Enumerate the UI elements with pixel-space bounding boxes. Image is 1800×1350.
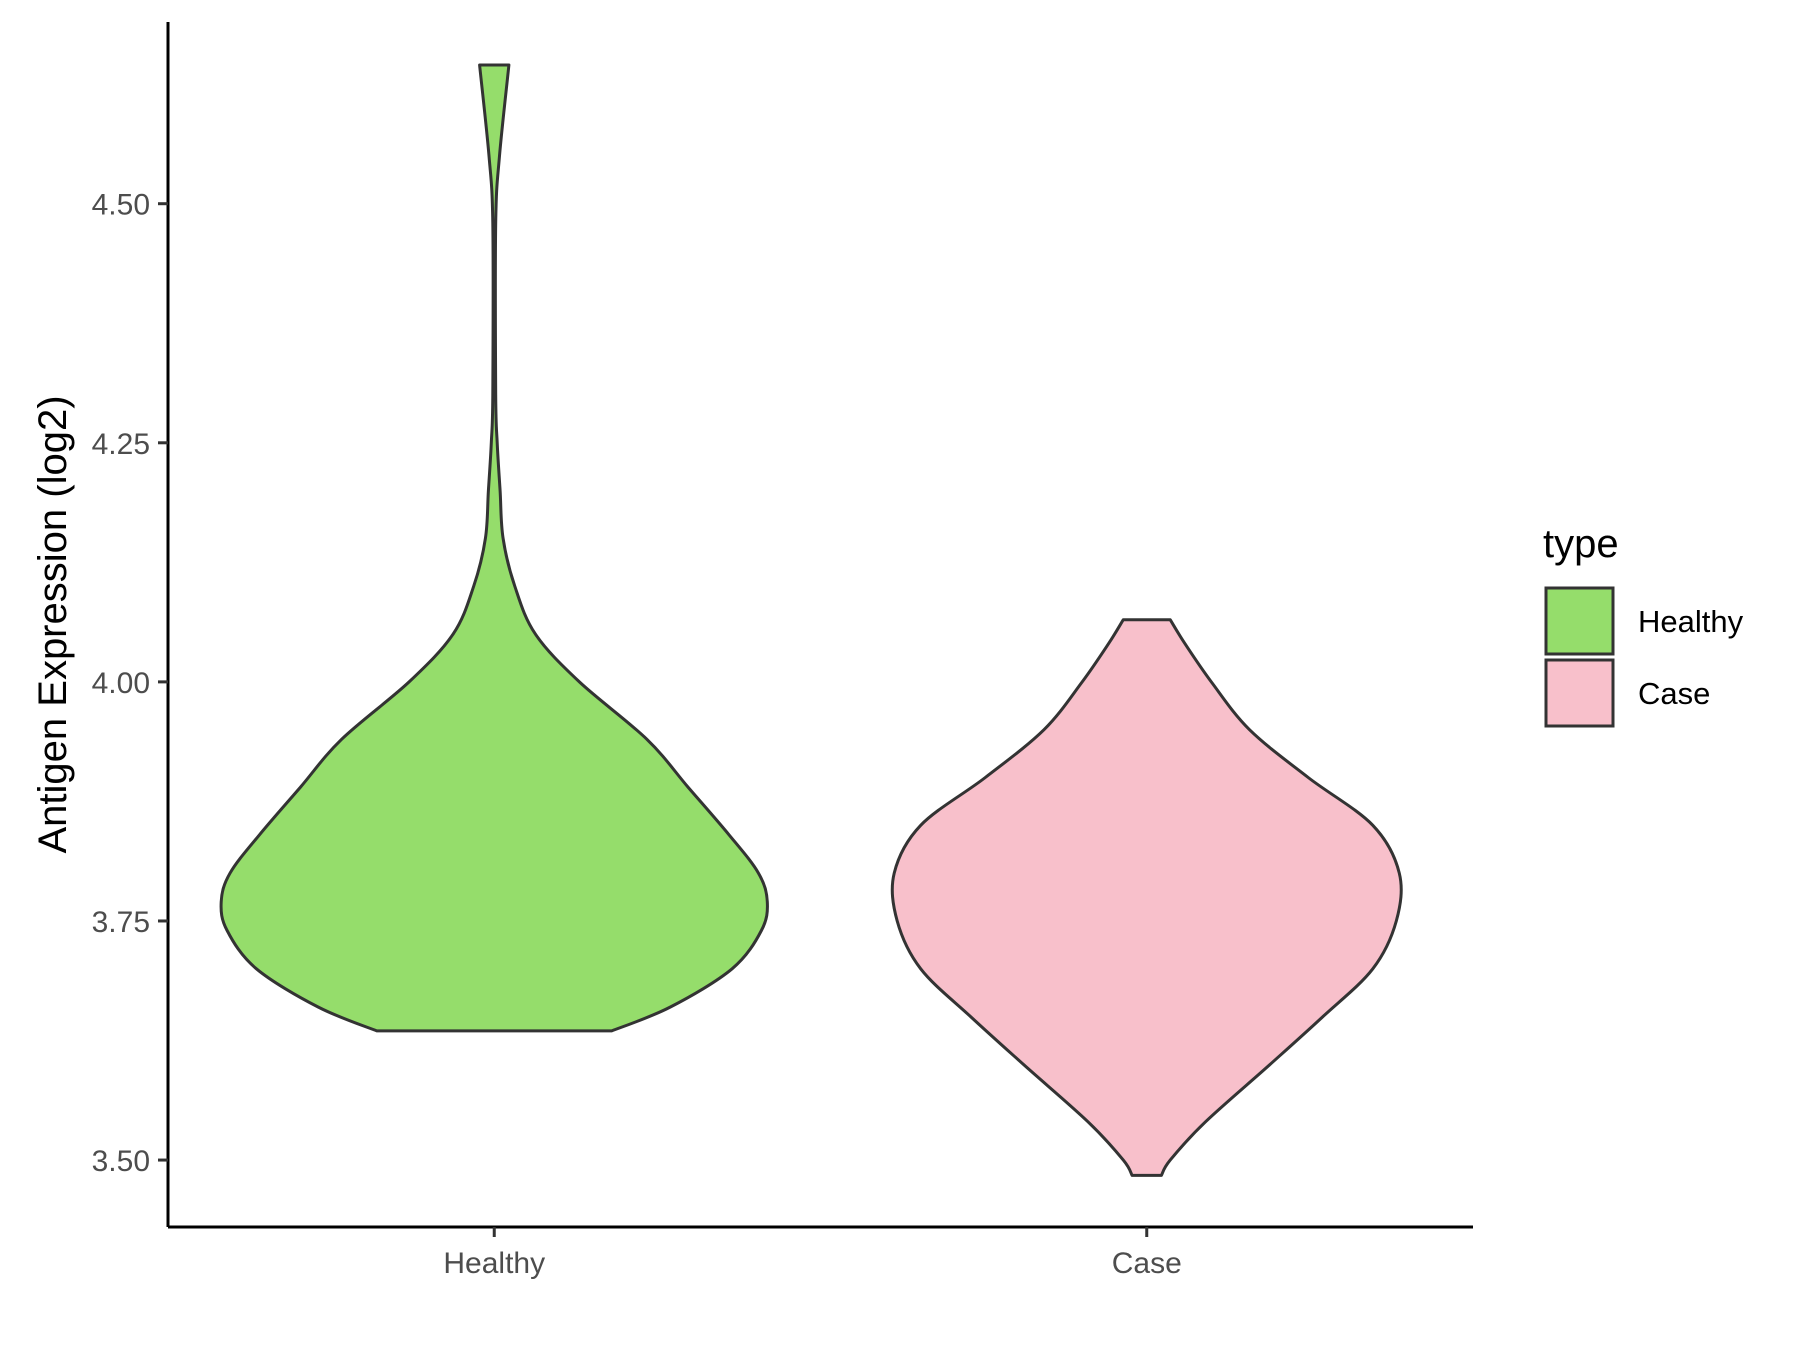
legend-key-case — [1544, 658, 1615, 728]
y-axis-title: Antigen Expression (log2) — [31, 395, 75, 853]
violins-layer — [219, 63, 1403, 1177]
legend-label-healthy: Healthy — [1638, 604, 1744, 639]
y-tick-label: 4.00 — [92, 667, 150, 700]
legend-title: type — [1543, 522, 1619, 566]
y-tick-label: 3.50 — [92, 1145, 150, 1178]
legend-key-healthy — [1544, 586, 1615, 656]
x-axis-ticks: Healthy Case — [443, 1227, 1182, 1280]
legend: type Healthy Case — [1543, 522, 1744, 728]
axes-layer: 3.50 3.75 4.00 4.25 4.50 Healthy Case Antigen… — [31, 22, 1473, 1280]
y-axis-ticks: 3.50 3.75 4.00 4.25 4.50 — [92, 189, 168, 1178]
violin-case — [890, 618, 1403, 1177]
x-tick-label: Case — [1112, 1247, 1182, 1280]
y-tick-label: 4.50 — [92, 189, 150, 222]
y-tick-label: 4.25 — [92, 428, 150, 461]
x-tick-label: Healthy — [443, 1247, 545, 1280]
violin-healthy — [219, 63, 769, 1033]
legend-items: Healthy Case — [1544, 586, 1744, 728]
y-tick-label: 3.75 — [92, 906, 150, 939]
legend-label-case: Case — [1638, 676, 1710, 711]
